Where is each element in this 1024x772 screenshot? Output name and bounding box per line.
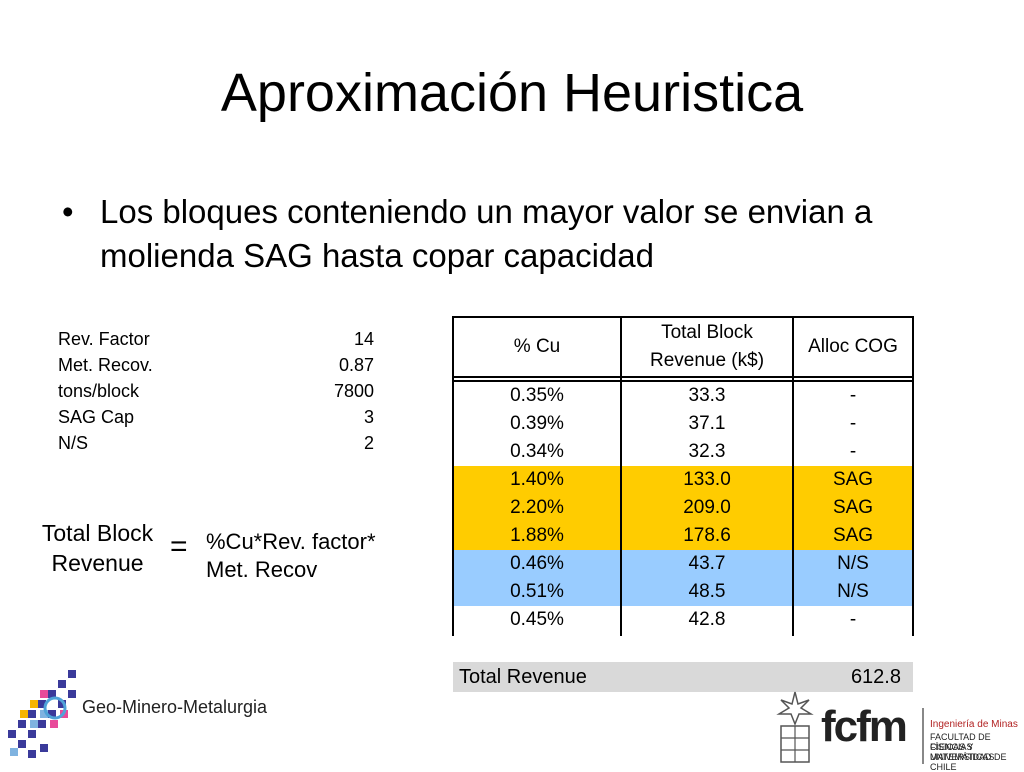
- allocation-table: % Cu Total Block Revenue (k$) Alloc COG …: [452, 316, 914, 636]
- table-row-sag: 2.20% 209.0 SAG: [454, 494, 912, 522]
- cell-revenue: 42.8: [688, 609, 726, 630]
- total-revenue-bar: Total Revenue 612.8: [453, 662, 913, 692]
- header-revenue-line: Revenue (k$): [649, 350, 765, 371]
- cell-alloc: SAG: [832, 497, 874, 518]
- fcfm-university-line: UNIVERSIDAD DE CHILE: [930, 752, 1007, 772]
- cell-alloc: -: [849, 441, 857, 462]
- cell-revenue: 133.0: [683, 469, 731, 490]
- parameters-list: Rev. Factor 14 Met. Recov. 0.87 tons/block…: [58, 326, 374, 456]
- cell-cu: 0.51%: [510, 581, 564, 602]
- table-header-rule: [452, 380, 914, 382]
- cell-revenue: 37.1: [688, 413, 726, 434]
- table-row: 0.35% 33.3 -: [454, 382, 912, 410]
- cell-alloc: SAG: [832, 469, 874, 490]
- param-value: 7800: [333, 381, 374, 401]
- param-row: N/S 2: [58, 430, 374, 456]
- cell-cu: 2.20%: [510, 497, 564, 518]
- param-row: SAG Cap 3: [58, 404, 374, 430]
- cell-cu: 1.88%: [510, 525, 564, 546]
- header-cu: % Cu: [513, 336, 561, 357]
- cell-revenue: 48.5: [688, 581, 726, 602]
- table-column-divider: [792, 316, 794, 636]
- param-value: 0.87: [338, 355, 374, 375]
- param-label: Rev. Factor: [58, 329, 150, 349]
- cell-alloc: -: [849, 609, 857, 630]
- formula-lhs-line: Total Block: [41, 520, 154, 546]
- cell-cu: 0.39%: [510, 413, 564, 434]
- cell-alloc: N/S: [837, 553, 869, 574]
- param-label: SAG Cap: [58, 407, 135, 427]
- cell-cu: 0.46%: [510, 553, 564, 574]
- geo-minero-logo-text: Geo-Minero-Metalurgia: [82, 697, 268, 717]
- table-column-divider: [620, 316, 622, 636]
- fcfm-wordmark: fcfm: [821, 702, 908, 751]
- table-header-rule: [452, 376, 914, 378]
- formula-equals: =: [170, 530, 188, 563]
- cell-revenue: 32.3: [688, 441, 726, 462]
- cell-alloc: -: [849, 413, 857, 434]
- bullet-text: Los bloques conteniendo un mayor valor s…: [100, 193, 873, 274]
- cell-revenue: 178.6: [683, 525, 731, 546]
- geo-minero-metalurgia-logo: [8, 670, 76, 758]
- table-border-top: [452, 316, 914, 318]
- table-border-right: [912, 316, 914, 636]
- param-row: tons/block 7800: [58, 378, 374, 404]
- total-value: 612.8: [850, 666, 901, 688]
- cell-cu: 0.34%: [510, 441, 564, 462]
- university-seal-icon: [776, 691, 814, 763]
- formula-rhs-line: %Cu*Rev. factor*: [206, 529, 376, 554]
- cell-revenue: 43.7: [688, 553, 726, 574]
- cell-alloc: -: [849, 385, 857, 406]
- param-label: tons/block: [58, 381, 140, 401]
- table-row: 0.45% 42.8 -: [454, 606, 912, 634]
- formula-right-side: %Cu*Rev. factor* Met. Recov: [206, 528, 376, 584]
- bullet-dot: •: [62, 193, 74, 230]
- table-border-left: [452, 316, 454, 636]
- param-row: Rev. Factor 14: [58, 326, 374, 352]
- formula-rhs-line: Met. Recov: [206, 557, 318, 582]
- table-row-ns: 0.51% 48.5 N/S: [454, 578, 912, 606]
- table-row-sag: 1.40% 133.0 SAG: [454, 466, 912, 494]
- cell-revenue: 33.3: [688, 385, 726, 406]
- fcfm-logo: fcfm Ingeniería de Minas FACULTAD DE CIE…: [775, 688, 1024, 772]
- total-label: Total Revenue: [459, 666, 587, 688]
- param-row: Met. Recov. 0.87: [58, 352, 374, 378]
- table-row-ns: 0.46% 43.7 N/S: [454, 550, 912, 578]
- cell-alloc: SAG: [832, 525, 874, 546]
- fcfm-dept-line: Ingeniería de Minas: [930, 719, 1018, 730]
- param-value: 3: [363, 407, 374, 427]
- table-row-sag: 1.88% 178.6 SAG: [454, 522, 912, 550]
- slide-title: Aproximación Heuristica: [220, 63, 804, 123]
- cell-alloc: N/S: [837, 581, 869, 602]
- formula-left-side: Total Block Revenue: [30, 518, 165, 578]
- fcfm-faculty-line: FÍSICAS Y MATEMÁTICAS: [930, 742, 995, 762]
- cell-cu: 0.35%: [510, 385, 564, 406]
- table-row: 0.34% 32.3 -: [454, 438, 912, 466]
- cell-cu: 1.40%: [510, 469, 564, 490]
- header-revenue-line: Total Block: [661, 322, 753, 343]
- header-revenue: Total Block Revenue (k$): [622, 316, 792, 378]
- logo-divider: [922, 708, 924, 764]
- header-alloc: Alloc COG: [808, 336, 898, 357]
- table-row: 0.39% 37.1 -: [454, 410, 912, 438]
- param-label: Met. Recov.: [58, 355, 153, 375]
- formula-lhs-line: Revenue: [51, 550, 144, 576]
- fcfm-faculty-line: FACULTAD DE CIENCIAS: [930, 732, 991, 752]
- cell-revenue: 209.0: [683, 497, 731, 518]
- cell-cu: 0.45%: [510, 609, 564, 630]
- param-label: N/S: [58, 433, 89, 453]
- param-value: 2: [363, 433, 374, 453]
- param-value: 14: [353, 329, 374, 349]
